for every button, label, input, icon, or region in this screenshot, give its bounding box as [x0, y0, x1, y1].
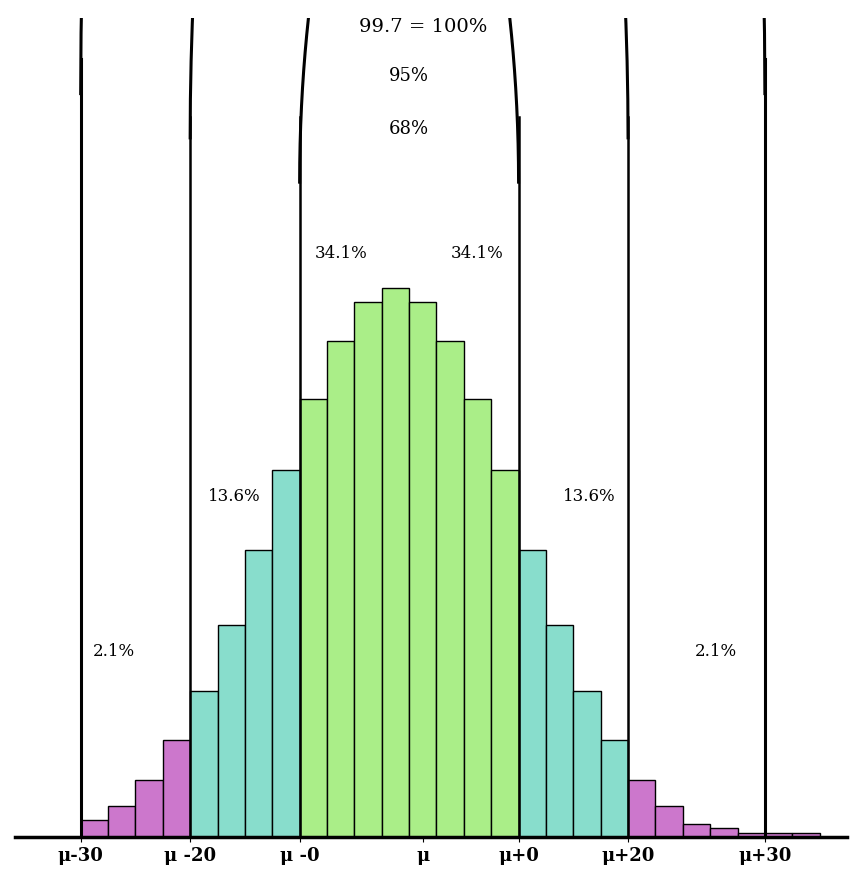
Text: 34.1%: 34.1% — [450, 245, 504, 262]
Bar — [791, 832, 819, 837]
Bar — [545, 625, 573, 837]
Bar — [737, 832, 764, 837]
Bar — [108, 806, 135, 837]
Text: 13.6%: 13.6% — [563, 488, 616, 505]
Bar — [190, 691, 217, 837]
Text: 13.6%: 13.6% — [208, 488, 260, 505]
Bar — [81, 819, 108, 837]
Bar — [326, 341, 354, 837]
Bar — [354, 302, 381, 837]
Bar — [217, 625, 245, 837]
Bar — [135, 780, 163, 837]
Bar — [409, 302, 436, 837]
Bar — [600, 740, 628, 837]
Text: 68%: 68% — [388, 120, 429, 138]
Bar — [463, 399, 491, 837]
Text: 95%: 95% — [388, 67, 429, 84]
Bar — [272, 470, 300, 837]
Bar — [518, 549, 545, 837]
Bar — [682, 824, 709, 837]
Bar — [709, 828, 737, 837]
Bar — [628, 780, 654, 837]
Bar — [764, 832, 791, 837]
Bar — [163, 740, 190, 837]
Text: 2.1%: 2.1% — [694, 643, 736, 660]
Bar — [654, 806, 682, 837]
Bar — [381, 289, 409, 837]
Bar — [436, 341, 463, 837]
Text: 2.1%: 2.1% — [92, 643, 134, 660]
Bar — [300, 399, 326, 837]
Bar — [245, 549, 272, 837]
Bar — [491, 470, 518, 837]
Text: 34.1%: 34.1% — [314, 245, 367, 262]
Text: 99.7 = 100%: 99.7 = 100% — [358, 18, 486, 36]
Bar — [573, 691, 600, 837]
